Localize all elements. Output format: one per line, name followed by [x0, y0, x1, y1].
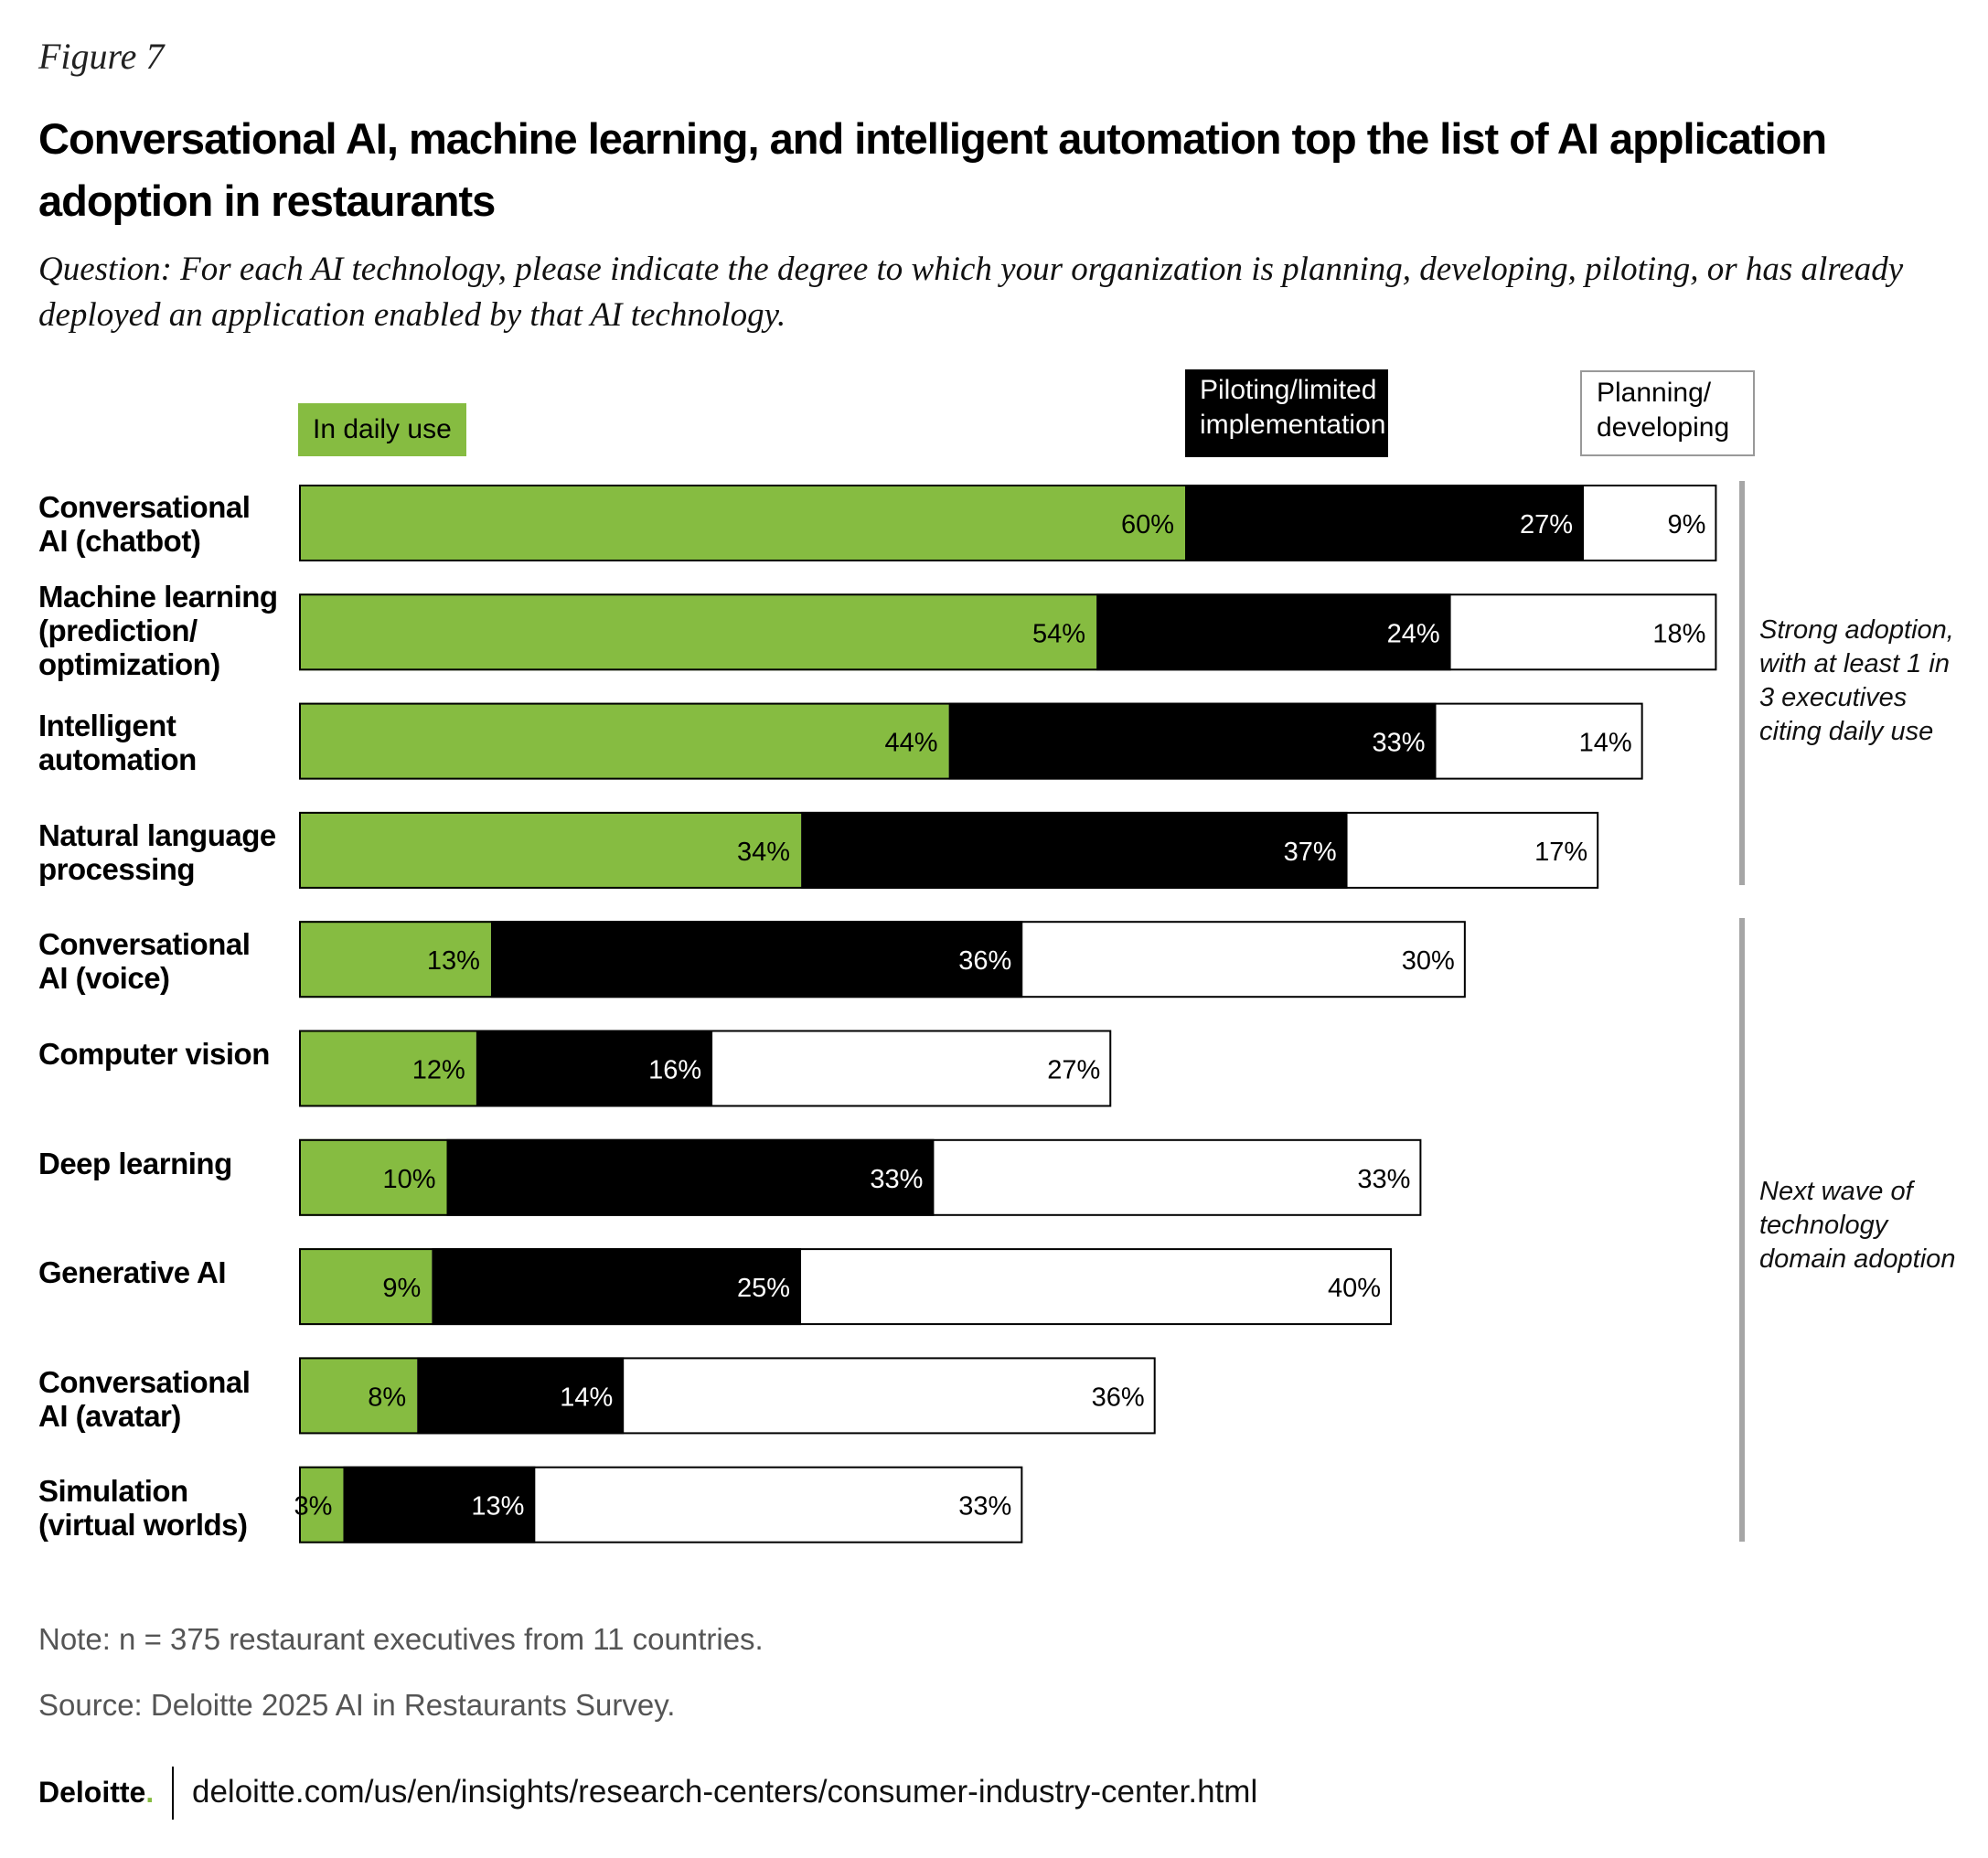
bar-piloting — [343, 1466, 536, 1543]
legend-in-daily-use: In daily use — [298, 403, 466, 456]
bar-value-label: 60% — [1121, 510, 1174, 539]
bracket-strong-adoption — [1739, 481, 1745, 885]
bar-planning — [801, 1248, 1393, 1326]
bar-value-label: 17% — [1534, 838, 1587, 867]
bar-value-label: 8% — [368, 1383, 406, 1412]
bar-piloting — [490, 921, 1023, 998]
bar-value-label: 37% — [1284, 838, 1337, 867]
category-label: Conversational AI (avatar) — [38, 1365, 251, 1433]
bar-planning — [1436, 702, 1643, 780]
category-label: Computer vision — [38, 1037, 270, 1071]
bar-in-daily-use — [299, 921, 491, 998]
bar-value-label: 40% — [1328, 1274, 1381, 1303]
bar-value-label: 33% — [1357, 1165, 1410, 1194]
bar-in-daily-use — [299, 811, 802, 889]
category-label: Simulation (virtual worlds) — [38, 1474, 248, 1542]
bar-outline — [299, 811, 1599, 889]
legend-piloting-label: Piloting/limited implementation — [1200, 375, 1386, 440]
bar-in-daily-use — [299, 485, 1185, 561]
bar-piloting — [948, 702, 1437, 780]
category-label: Natural language processing — [38, 818, 276, 886]
bar-in-daily-use — [299, 593, 1097, 671]
brand-dot: . — [145, 1776, 155, 1809]
category-label: Conversational AI (voice) — [38, 927, 251, 995]
bar-outline — [299, 593, 1717, 671]
brand-name: Deloitte — [38, 1776, 146, 1809]
bar-value-label: 10% — [382, 1165, 435, 1194]
legend-piloting: Piloting/limited implementation — [1185, 369, 1388, 457]
bar-outline — [299, 1030, 1112, 1107]
bar-value-label: 36% — [1092, 1383, 1145, 1412]
bar-outline — [299, 702, 1643, 780]
category-label: Intelligent automation — [38, 709, 197, 776]
annotation-strong-adoption: Strong adoption, with at least 1 in 3 ex… — [1759, 615, 1954, 746]
legend-planning-label: Planning/ developing — [1597, 378, 1730, 443]
bar-outline — [299, 921, 1466, 998]
bar-planning — [1022, 921, 1466, 998]
bar-value-label: 18% — [1652, 619, 1705, 648]
bar-value-label: 33% — [958, 1492, 1011, 1522]
bar-value-label: 9% — [382, 1274, 421, 1303]
bar-planning — [624, 1357, 1156, 1435]
chart-question: Question: For each AI technology, please… — [38, 251, 1904, 334]
bar-planning — [1347, 811, 1599, 889]
bar-outline — [299, 1357, 1156, 1435]
chart-source: Source: Deloitte 2025 AI in Restaurants … — [38, 1688, 676, 1722]
category-label: Deep learning — [38, 1147, 232, 1180]
category-label: Generative AI — [38, 1255, 227, 1289]
bar-value-label: 36% — [958, 946, 1011, 976]
bar-piloting — [801, 811, 1348, 889]
bar-in-daily-use — [299, 702, 949, 780]
bar-piloting — [446, 1138, 935, 1216]
bar-value-label: 27% — [1047, 1056, 1100, 1085]
chart-note: Note: n = 375 restaurant executives from… — [38, 1622, 764, 1656]
bar-in-daily-use — [299, 1030, 476, 1107]
bar-planning — [934, 1138, 1422, 1216]
legend-planning: Planning/ developing — [1580, 370, 1755, 456]
bar-in-daily-use — [299, 1357, 418, 1435]
bar-value-label: 9% — [1667, 510, 1705, 539]
deloitte-logo: Deloitte. — [38, 1776, 154, 1810]
bar-piloting — [432, 1248, 802, 1326]
bar-planning — [1584, 485, 1717, 561]
bar-in-daily-use — [299, 1248, 433, 1326]
bar-piloting — [417, 1357, 625, 1435]
bar-value-label: 24% — [1387, 619, 1440, 648]
bar-outline — [299, 1248, 1393, 1326]
bar-outline — [299, 1138, 1422, 1216]
bar-value-label: 34% — [737, 838, 790, 867]
bar-planning — [712, 1030, 1112, 1107]
bar-outline — [299, 1466, 1023, 1543]
bar-planning — [1450, 593, 1717, 671]
bar-piloting — [476, 1030, 713, 1107]
bar-value-label: 27% — [1520, 510, 1573, 539]
bar-value-label: 14% — [560, 1383, 613, 1412]
bar-value-label: 44% — [885, 729, 938, 758]
bar-value-label: 33% — [1373, 729, 1426, 758]
bar-in-daily-use — [299, 1138, 447, 1216]
bar-piloting — [1185, 485, 1585, 561]
bar-value-label: 13% — [471, 1492, 524, 1522]
bar-value-label: 13% — [427, 946, 480, 976]
bar-outline — [299, 485, 1717, 561]
bar-piloting — [1096, 593, 1451, 671]
bar-value-label: 30% — [1402, 946, 1455, 976]
category-label: Machine learning (prediction/ optimizati… — [38, 580, 278, 681]
figure-label: Figure 7 — [38, 36, 165, 77]
bar-value-label: 16% — [648, 1056, 701, 1085]
footer-link[interactable]: deloitte.com/us/en/insights/research-cen… — [192, 1774, 1258, 1810]
bracket-next-wave — [1739, 918, 1745, 1542]
bar-in-daily-use — [299, 1466, 344, 1543]
bar-value-label: 12% — [412, 1056, 465, 1085]
category-label: Conversational AI (chatbot) — [38, 490, 251, 558]
annotation-next-wave: Next wave of technology domain adoption — [1759, 1177, 1956, 1274]
bar-planning — [535, 1466, 1023, 1543]
bar-value-label: 14% — [1579, 729, 1632, 758]
chart-title: Conversational AI, machine learning, and… — [38, 114, 1827, 225]
bar-value-label: 33% — [870, 1165, 923, 1194]
footer-divider — [172, 1767, 174, 1820]
bar-value-label: 54% — [1032, 619, 1085, 648]
bar-value-label: 25% — [737, 1274, 790, 1303]
